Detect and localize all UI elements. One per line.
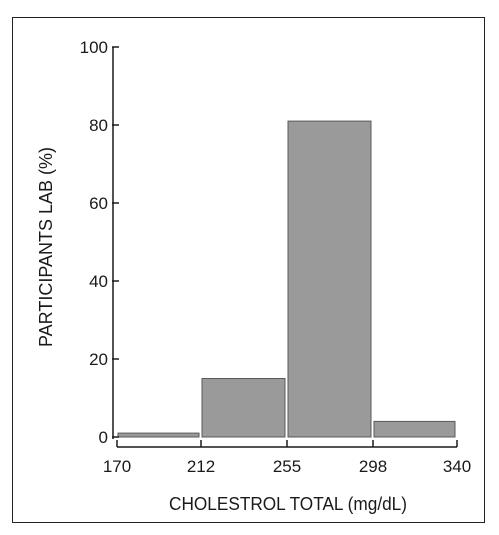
x-axis-title: CHOLESTROL TOTAL (mg/dL) bbox=[169, 494, 407, 514]
y-tick-label-80: 80 bbox=[89, 116, 108, 135]
chart-frame bbox=[12, 17, 485, 523]
histogram-bar-3 bbox=[287, 120, 372, 438]
histogram-bar-2 bbox=[201, 378, 286, 438]
ticks-group: 0 20 40 60 80 100 170 212 255 298 340 bbox=[80, 38, 472, 476]
histogram-bar-1 bbox=[117, 432, 200, 438]
y-tick-label-100: 100 bbox=[80, 38, 108, 57]
y-axis-title: PARTICIPANTS LAB (%) bbox=[36, 147, 56, 347]
x-tick-label-298: 298 bbox=[359, 457, 387, 476]
y-tick-label-20: 20 bbox=[89, 350, 108, 369]
y-tick-label-40: 40 bbox=[89, 272, 108, 291]
x-tick-label-340: 340 bbox=[443, 457, 471, 476]
x-tick-label-170: 170 bbox=[103, 457, 131, 476]
x-tick-label-212: 212 bbox=[187, 457, 215, 476]
histogram-bar-4 bbox=[373, 420, 456, 438]
y-tick-label-0: 0 bbox=[99, 428, 108, 447]
bars-group bbox=[117, 120, 456, 438]
x-tick-label-255: 255 bbox=[273, 457, 301, 476]
y-tick-label-60: 60 bbox=[89, 194, 108, 213]
